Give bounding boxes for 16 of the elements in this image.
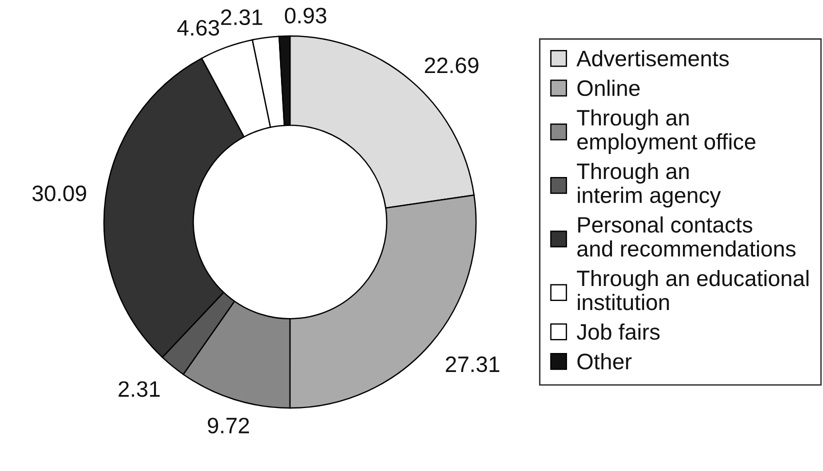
legend-label: Through an employment office [576,109,756,154]
data-label: 9.72 [208,418,249,434]
data-label: 4.63 [177,20,220,36]
data-label: 2.31 [221,9,262,26]
legend-label: Advertisements [576,50,729,66]
legend-label: Other [577,353,632,370]
data-label: 30.09 [32,186,86,202]
legend-label: Online [577,80,640,96]
data-label: 22.69 [424,57,478,74]
data-label: 0.93 [284,8,326,24]
legend-label: Personal contacts and recommendations [577,216,796,257]
legend-label: Through an interim agency [576,162,721,208]
legend-label: Through an educational institution [576,270,808,310]
data-label: 27.31 [446,356,500,372]
legend-label: Job fairs [576,323,660,340]
data-label: 2.31 [118,381,160,397]
